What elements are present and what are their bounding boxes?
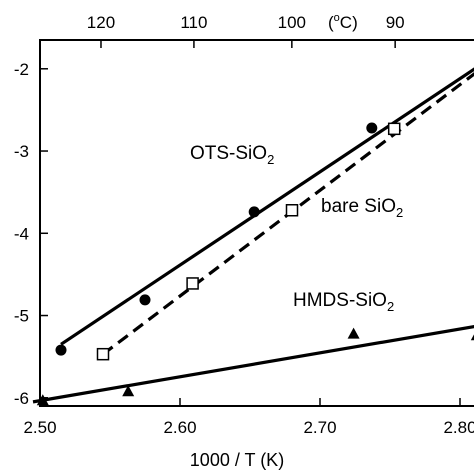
data-point-series-0-3 — [366, 122, 378, 134]
x-axis-label: 1000 / T (K) — [190, 450, 284, 470]
degree-superscript: o — [334, 12, 340, 24]
y-tick-label-2: -4 — [14, 224, 29, 243]
data-point-series-2-2 — [347, 327, 360, 339]
y-tick-label-1: -3 — [14, 142, 29, 161]
data-point-series-1-2 — [285, 204, 299, 217]
top-tick-label-2: 100 — [278, 13, 306, 32]
data-point-series-0-0 — [55, 344, 67, 356]
annotation-ots: OTS-SiO2 — [190, 143, 274, 167]
fit-line-series-0 — [60, 67, 474, 346]
top-tick-label-1: 110 — [180, 13, 207, 32]
data-point-series-0-2 — [248, 206, 260, 218]
y-tick-label-3: -5 — [14, 307, 29, 326]
annotation-hmds: HMDS-SiO2 — [293, 290, 394, 314]
fit-line-series-2 — [32, 324, 474, 404]
x-tick-label-3: 2.80 — [443, 418, 474, 437]
y-tick-label-0: -2 — [14, 60, 29, 79]
data-point-series-1-3 — [387, 122, 401, 136]
x-tick-label-0: 2.50 — [23, 418, 56, 437]
top-tick-label-3: 90 — [386, 13, 405, 32]
data-point-series-2-1 — [122, 385, 135, 397]
top-axis-unit-label: (oC) — [328, 12, 358, 32]
axis-ticks: 2.50 2.60 2.70 2.80 -2 -3 -4 -5 -6 120 110 100 90 — [14, 13, 474, 437]
annotation-bare: bare SiO2 — [321, 196, 403, 220]
data-point-series-1-0 — [96, 347, 110, 361]
x-tick-label-2: 2.70 — [303, 418, 336, 437]
data-point-series-1-1 — [186, 277, 199, 290]
x-tick-label-1: 2.60 — [163, 418, 196, 437]
y-tick-label-4: -6 — [14, 389, 29, 408]
top-tick-label-0: 120 — [87, 13, 115, 32]
plot-frame — [39, 39, 474, 407]
data-point-series-0-1 — [139, 294, 151, 306]
data-point-series-2-3 — [470, 334, 474, 341]
